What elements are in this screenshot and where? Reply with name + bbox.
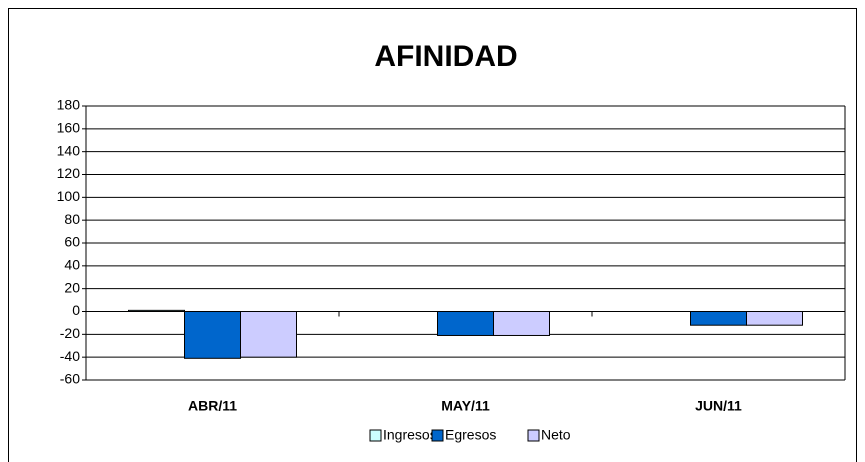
bar <box>128 309 185 313</box>
legend-label: Egresos <box>445 427 496 443</box>
bar <box>437 311 494 336</box>
y-tick-label: -40 <box>60 348 80 364</box>
x-tick-label: ABR/11 <box>188 398 237 414</box>
y-tick-label: 40 <box>64 257 80 273</box>
x-tick-label: JUN/11 <box>695 398 742 414</box>
y-tick-label: 180 <box>57 97 81 113</box>
bar <box>746 311 803 326</box>
x-tick-label: MAY/11 <box>441 398 490 414</box>
y-tick-label: 60 <box>64 234 80 250</box>
legend-swatch <box>431 429 444 442</box>
y-tick-label: 0 <box>72 302 80 318</box>
legend-swatch <box>527 429 540 442</box>
y-tick-label: 80 <box>64 211 80 227</box>
y-tick-label: 160 <box>57 120 81 136</box>
y-tick-label: 120 <box>57 165 81 181</box>
bar <box>493 311 550 336</box>
y-tick-label: 20 <box>64 279 80 295</box>
bar <box>184 311 241 359</box>
legend-label: Ingresos <box>383 427 437 443</box>
bar <box>690 311 747 326</box>
chart-frame <box>8 8 857 462</box>
y-tick-label: -60 <box>60 371 80 387</box>
y-tick-label: 140 <box>57 142 81 158</box>
legend-swatch <box>369 429 382 442</box>
bar <box>240 311 297 358</box>
y-tick-label: 100 <box>57 188 81 204</box>
legend-label: Neto <box>541 427 571 443</box>
y-tick-label: -20 <box>60 325 80 341</box>
chart-title: AFINIDAD <box>374 40 517 73</box>
